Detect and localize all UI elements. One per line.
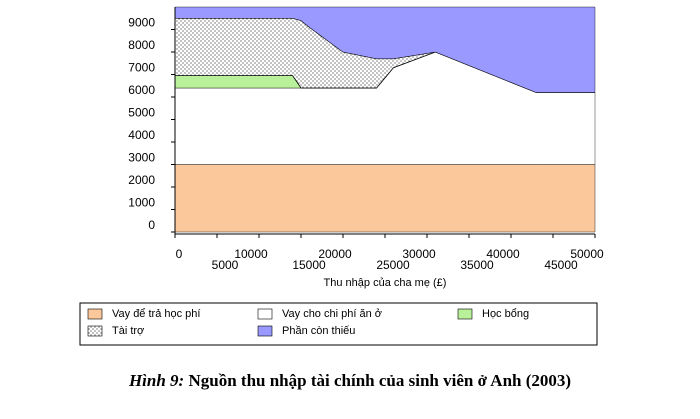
- area: [174, 164, 596, 233]
- x-tick-label: 45000: [544, 258, 578, 272]
- y-tick-label: 7000: [128, 61, 155, 75]
- y-tick-label: 1000: [128, 196, 155, 210]
- caption-label: Hình 9:: [128, 371, 184, 390]
- legend-label: Vay để trả học phí: [112, 308, 200, 320]
- y-tick-label: 6000: [128, 83, 155, 97]
- legend-swatch: [257, 308, 273, 320]
- legend-label: Phần còn thiếu: [282, 325, 355, 337]
- legend-swatch: [87, 308, 103, 320]
- y-tick-label: 9000: [128, 16, 155, 30]
- y-tick-label: 5000: [128, 106, 155, 120]
- y-tick-label: 4000: [128, 128, 155, 142]
- x-tick-label: 50000: [570, 247, 604, 261]
- legend-box: [79, 302, 598, 346]
- legend-swatch: [457, 308, 473, 320]
- y-tick-label: 0: [148, 218, 155, 232]
- legend-swatch: [87, 325, 103, 337]
- legend-label: Vay cho chi phí ăn ở: [282, 308, 382, 320]
- x-axis-label: Thu nhập của cha mẹ (£): [324, 277, 447, 289]
- x-tick-label: 40000: [486, 247, 520, 261]
- legend-label: Học bổng: [482, 308, 529, 320]
- x-tick-label: 15000: [292, 258, 326, 272]
- x-tick-label: 30000: [402, 247, 436, 261]
- x-tick-label: 20000: [318, 247, 352, 261]
- area: [174, 6, 596, 93]
- legend-label: Tài trợ: [112, 325, 144, 337]
- legend-swatch: [257, 325, 273, 337]
- y-tick-label: 3000: [128, 151, 155, 165]
- y-tick-label: 2000: [128, 173, 155, 187]
- caption: Hình 9: Nguồn thu nhập tài chính của sin…: [128, 371, 571, 390]
- y-tick-label: 8000: [128, 38, 155, 52]
- x-tick-label: 5000: [212, 258, 239, 272]
- x-tick-label: 0: [176, 247, 183, 261]
- x-tick-label: 10000: [234, 247, 268, 261]
- x-tick-label: 35000: [460, 258, 494, 272]
- x-tick-label: 25000: [376, 258, 410, 272]
- caption-title: Nguồn thu nhập tài chính của sinh viên ở…: [188, 371, 571, 390]
